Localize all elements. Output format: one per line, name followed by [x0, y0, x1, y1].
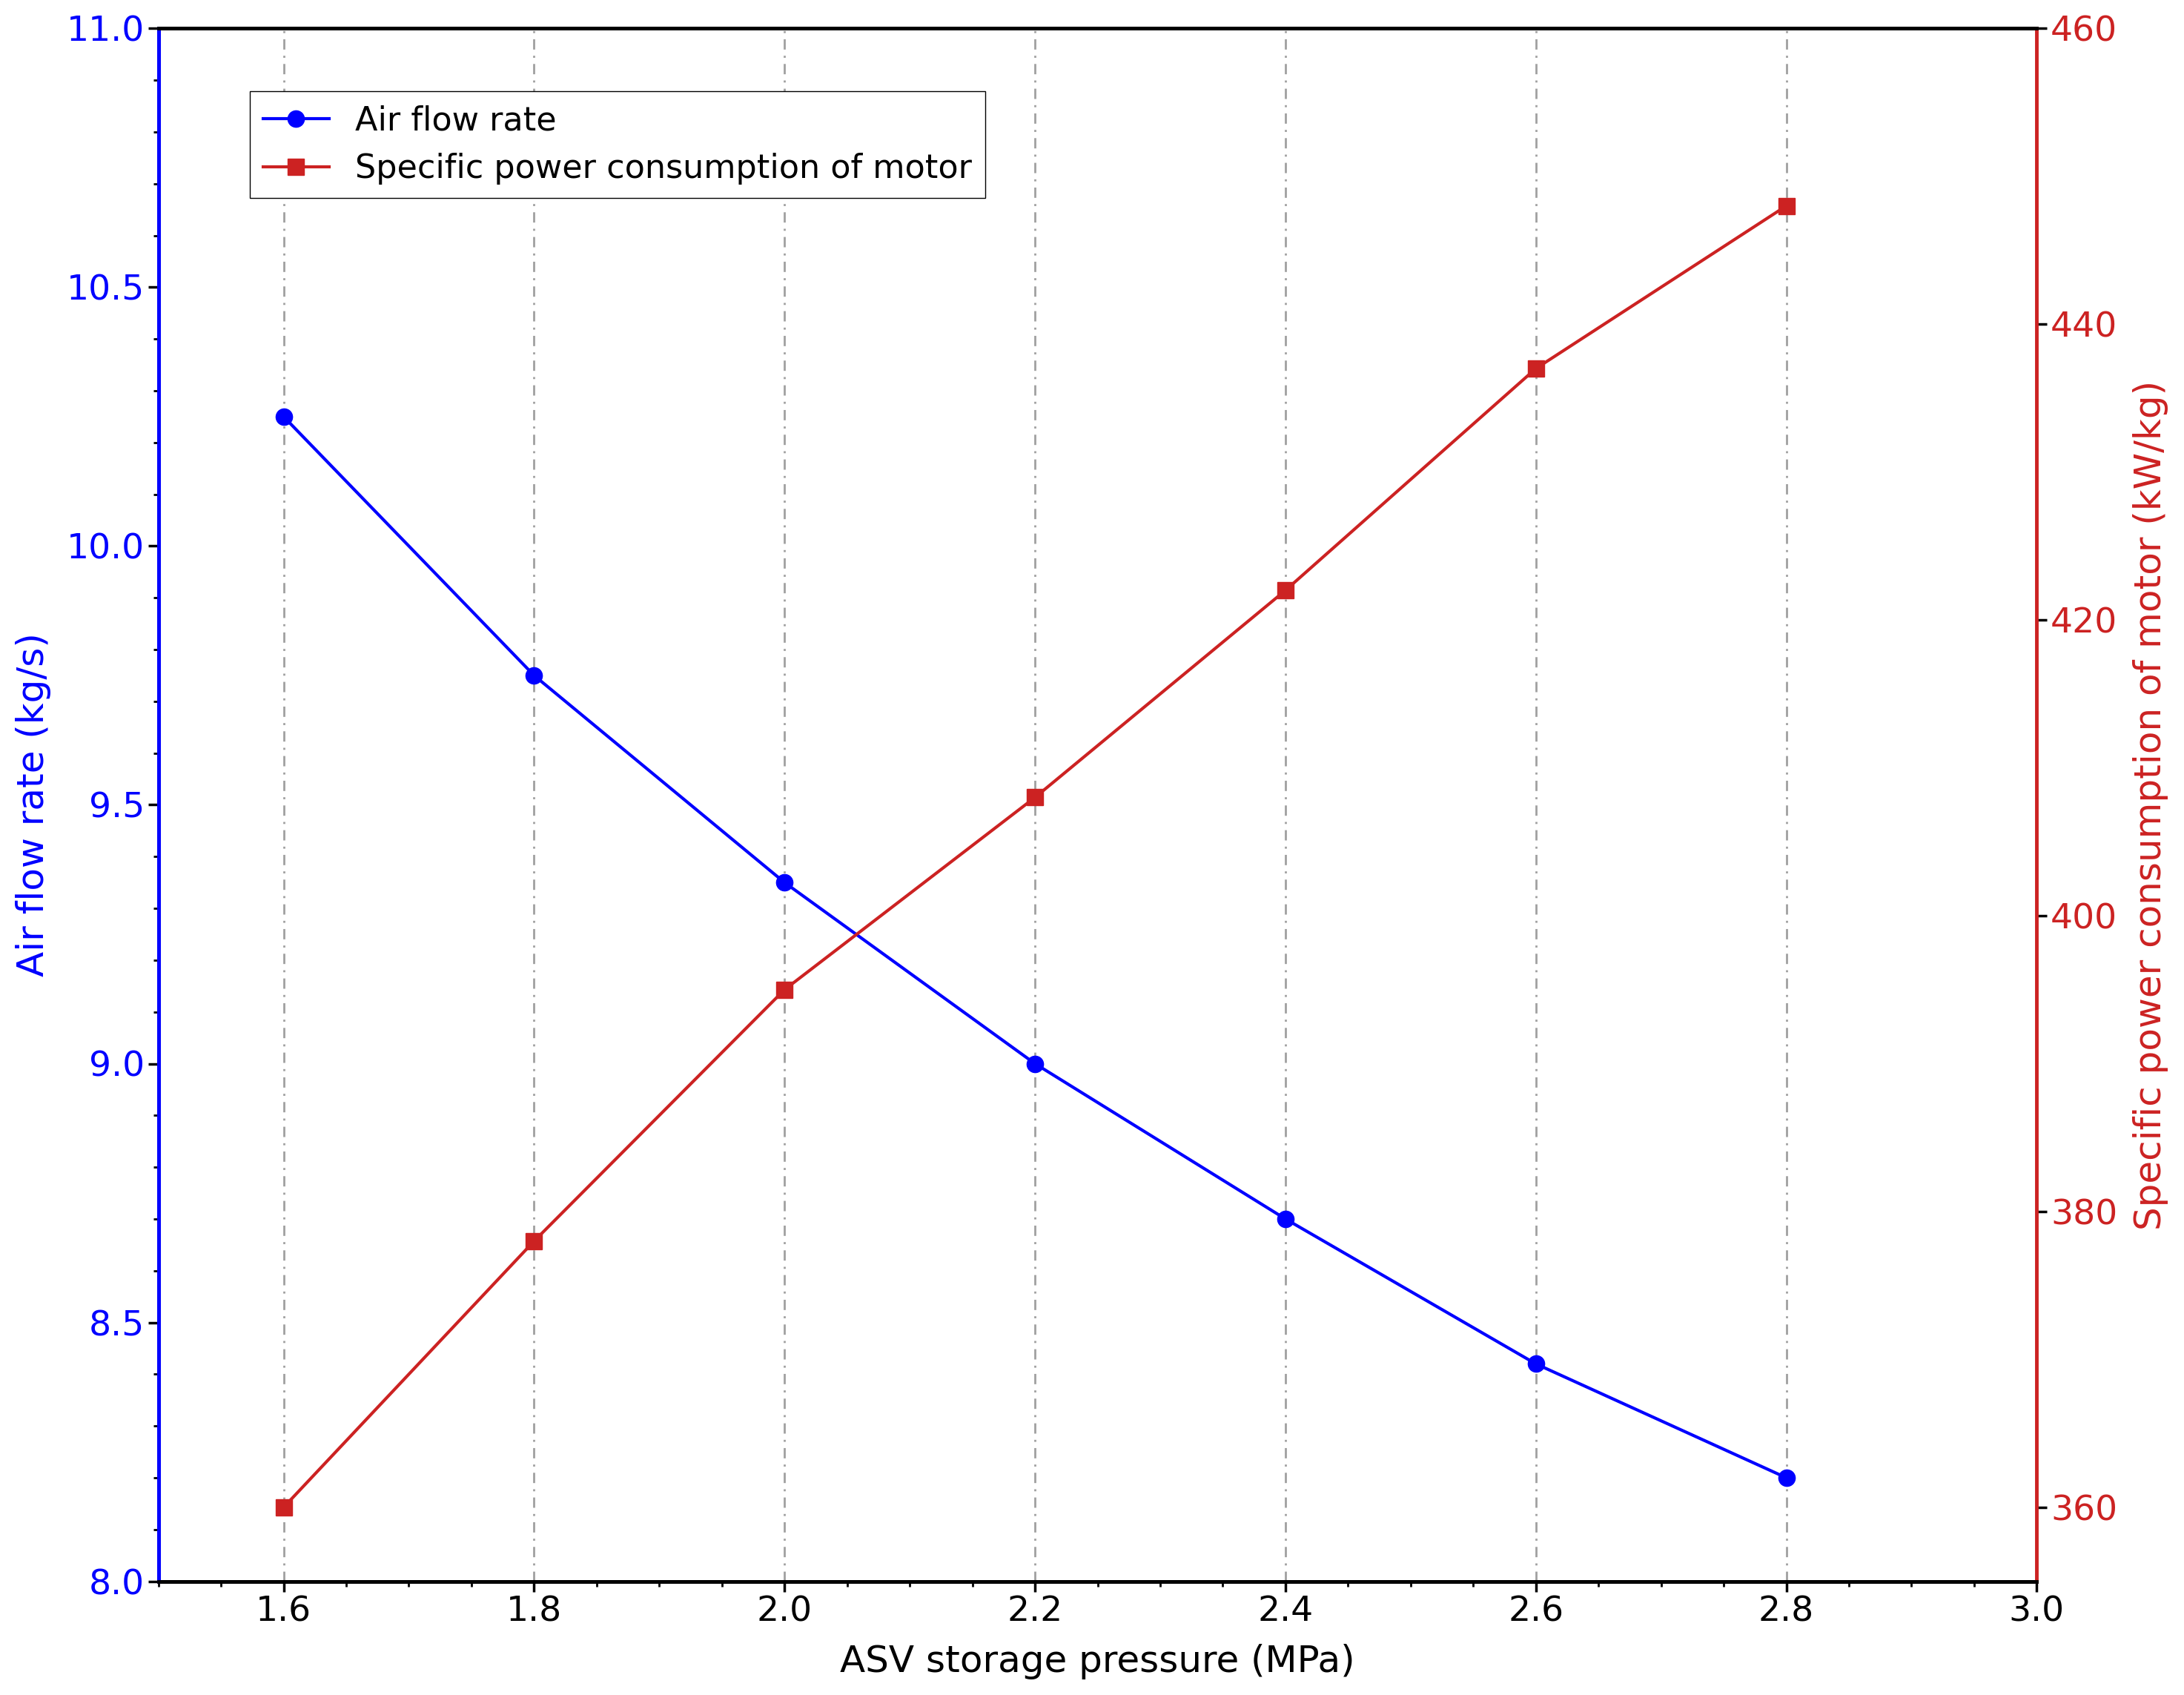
Air flow rate	[271, 407, 297, 427]
Y-axis label: Air flow rate (kg/s): Air flow rate (kg/s)	[15, 632, 50, 976]
Specific power consumption of motor	[1773, 195, 1800, 215]
Air flow rate	[1773, 1468, 1800, 1488]
Air flow rate	[1022, 1054, 1048, 1075]
Air flow rate	[1273, 1209, 1299, 1229]
Legend: Air flow rate, Specific power consumption of motor: Air flow rate, Specific power consumptio…	[249, 92, 985, 198]
X-axis label: ASV storage pressure (MPa): ASV storage pressure (MPa)	[841, 1644, 1354, 1680]
Y-axis label: Specific power consumption of motor (kW/kg): Specific power consumption of motor (kW/…	[2134, 380, 2169, 1231]
Air flow rate	[522, 664, 548, 685]
Specific power consumption of motor	[1522, 358, 1548, 378]
Specific power consumption of motor	[1022, 786, 1048, 807]
Specific power consumption of motor	[271, 1497, 297, 1517]
Air flow rate	[771, 873, 797, 893]
Specific power consumption of motor	[771, 980, 797, 1000]
Specific power consumption of motor	[522, 1231, 548, 1251]
Line: Air flow rate: Air flow rate	[275, 408, 1795, 1487]
Specific power consumption of motor	[1273, 580, 1299, 600]
Air flow rate	[1522, 1354, 1548, 1375]
Line: Specific power consumption of motor: Specific power consumption of motor	[275, 198, 1795, 1515]
